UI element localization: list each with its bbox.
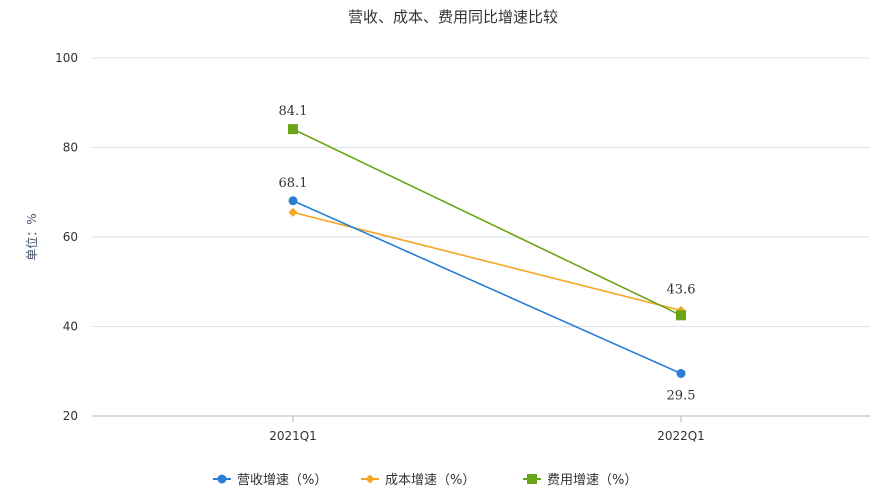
legend-item[interactable]: 成本增速（%）: [361, 473, 475, 488]
x-tick-label: 2021Q1: [269, 429, 317, 443]
legend-marker: [365, 474, 375, 484]
legend-marker: [527, 474, 537, 484]
legend-label: 成本增速（%）: [385, 473, 475, 488]
y-tick-label: 20: [63, 409, 78, 423]
data-label: 43.6: [667, 282, 696, 297]
legend-item[interactable]: 营收增速（%）: [213, 473, 327, 488]
legend-label: 营收增速（%）: [237, 473, 327, 488]
legend[interactable]: 营收增速（%） 成本增速（%） 费用增速（%）: [213, 473, 637, 488]
data-labels: 68.1 29.5 43.6 84.1: [279, 104, 696, 403]
data-point: [676, 368, 686, 378]
series-line: [292, 200, 682, 375]
data-point: [288, 196, 298, 206]
data-point: [288, 124, 298, 135]
axes: 20 40 60 80 100 2021Q1 2022Q1: [55, 51, 870, 443]
series: [288, 124, 686, 378]
x-tick-label: 2022Q1: [657, 429, 705, 443]
y-tick-label: 40: [63, 320, 78, 334]
legend-label: 费用增速（%）: [547, 473, 637, 488]
data-label: 68.1: [279, 176, 308, 191]
legend-item[interactable]: 费用增速（%）: [523, 473, 637, 488]
y-axis-label: 单位：%: [24, 213, 39, 260]
legend-marker: [217, 474, 227, 484]
data-point: [288, 207, 298, 217]
series-line: [292, 128, 682, 317]
data-label: 29.5: [667, 388, 696, 403]
y-tick-label: 100: [55, 51, 78, 65]
y-tick-label: 80: [63, 141, 78, 155]
grid: [92, 57, 870, 327]
data-label: 84.1: [279, 104, 308, 119]
y-tick-label: 60: [63, 230, 78, 244]
data-point: [676, 310, 686, 321]
chart-title: 营收、成本、费用同比增速比较: [348, 8, 558, 26]
